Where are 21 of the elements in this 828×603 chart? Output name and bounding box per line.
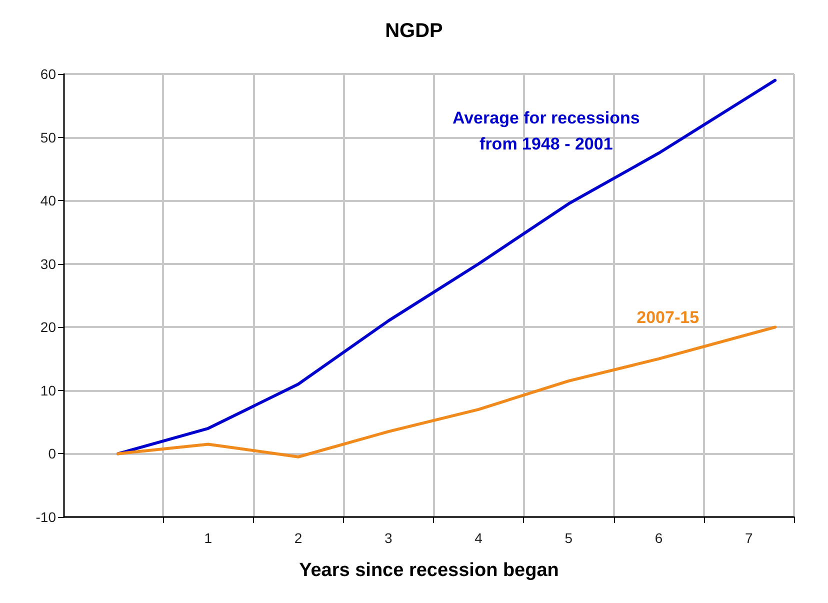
x-tick-label: 1 <box>204 530 212 546</box>
x-tick-label: 3 <box>384 530 393 546</box>
x-tick-label: 4 <box>474 530 483 546</box>
x-tick-label: 2 <box>294 530 302 546</box>
x-tick-label: 7 <box>745 530 754 546</box>
y-tick-label: 20 <box>40 319 56 336</box>
y-tick-label: 60 <box>40 66 56 82</box>
y-tick-label: 10 <box>40 382 56 398</box>
y-tick-label: -10 <box>36 509 56 525</box>
chart-title: NGDP <box>385 20 443 42</box>
series-label: Average for recessions from 1948 - 2001 <box>452 108 640 154</box>
line-series <box>116 78 777 456</box>
series-label: 2007-15 <box>636 308 700 328</box>
x-axis-title: Years since recession began <box>299 560 559 581</box>
y-tick-label: 50 <box>40 129 56 146</box>
x-tick-label: 5 <box>564 530 573 546</box>
x-tick-label: 6 <box>654 530 663 546</box>
y-tick-label: 0 <box>48 446 56 462</box>
y-tick-label: 40 <box>40 192 56 209</box>
line-series <box>116 326 777 458</box>
y-tick-label: 30 <box>40 256 56 272</box>
